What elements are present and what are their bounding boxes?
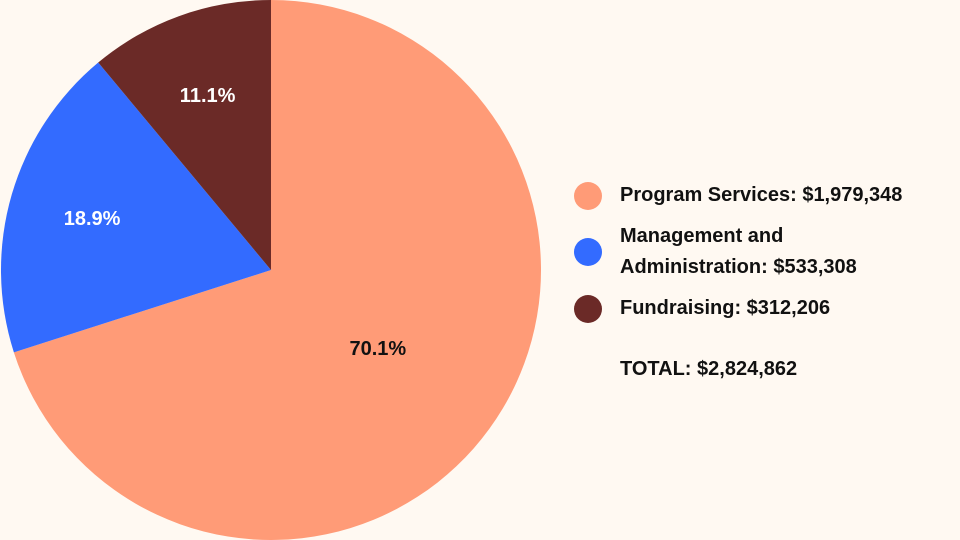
pie-percent-label: 70.1% [350, 338, 407, 360]
legend-swatch [574, 238, 602, 266]
legend: Program Services: $1,979,348 Management … [574, 180, 960, 334]
legend-label-line1: Management and [620, 225, 784, 247]
legend-label: Management and Administration: $533,308 [620, 221, 857, 283]
legend-label: Fundraising: $312,206 [620, 297, 831, 319]
legend-swatch [574, 294, 602, 323]
pie-percent-label: 18.9% [64, 208, 121, 230]
pie-percent-label: 11.1% [180, 85, 236, 107]
pie-slice-management-and-administration [0, 62, 271, 353]
pie-slice-fundraising [98, 0, 271, 270]
legend-swatch [574, 181, 602, 210]
legend-item-management: Management and Administration: $533,308 [574, 221, 960, 283]
legend-label: Program Services: $1,979,348 [620, 184, 903, 206]
legend-item-fundraising: Fundraising: $312,206 [574, 293, 960, 324]
pie-slice-program-services [13, 0, 541, 540]
total-label: TOTAL: $2,824,862 [620, 358, 798, 380]
legend-label-line2: Administration: $533,308 [620, 256, 857, 278]
legend-item-program-services: Program Services: $1,979,348 [574, 180, 960, 211]
